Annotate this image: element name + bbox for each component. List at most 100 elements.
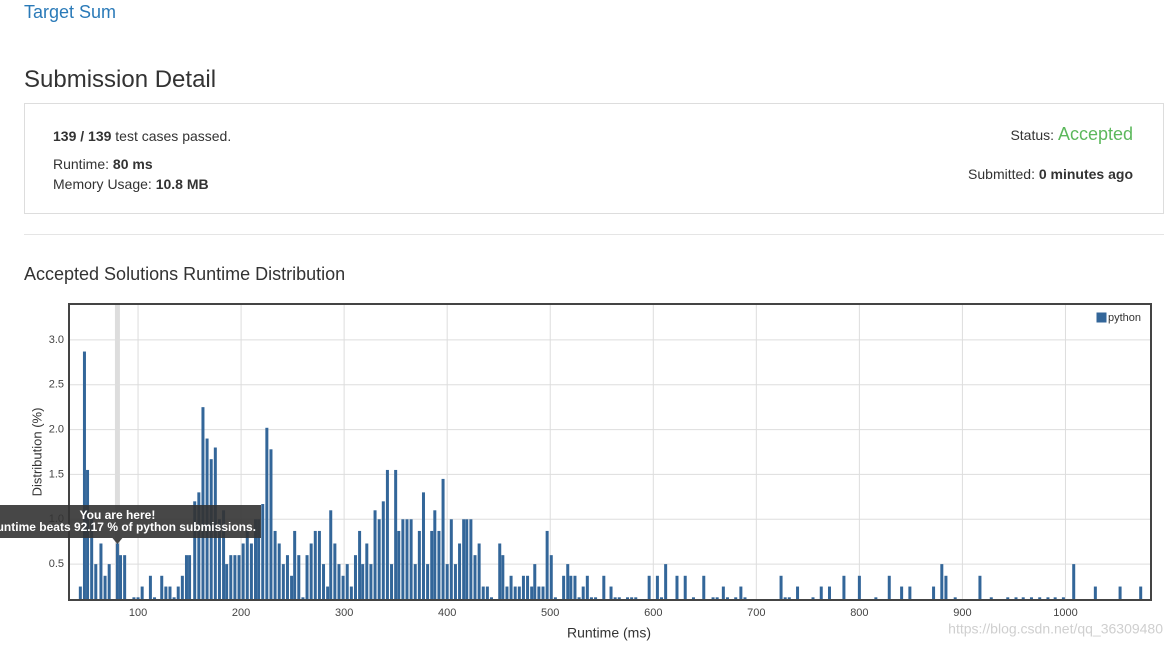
bar <box>301 597 305 600</box>
y-tick-label: 2.0 <box>49 423 64 435</box>
bar <box>1118 586 1122 600</box>
bar <box>609 586 613 600</box>
bar <box>449 519 453 600</box>
passed-line: 139 / 139 test cases passed. <box>53 128 231 144</box>
bar <box>811 597 815 600</box>
bar <box>172 597 176 600</box>
runtime-label: Runtime: <box>53 156 110 172</box>
bar <box>193 501 197 600</box>
submitted-label: Submitted: <box>968 166 1035 182</box>
memory-line: Memory Usage: 10.8 MB <box>53 176 209 192</box>
bar <box>229 555 233 600</box>
bar <box>541 586 545 600</box>
bar <box>783 597 787 600</box>
bar <box>99 543 103 600</box>
bar <box>517 586 521 600</box>
bar <box>349 586 353 600</box>
problem-title[interactable]: Target Sum <box>24 2 117 22</box>
plot-frame <box>68 303 1152 601</box>
bar <box>123 555 127 600</box>
bar <box>453 564 457 600</box>
bar <box>1006 597 1010 600</box>
highlight-band <box>114 304 120 600</box>
bar <box>577 597 581 600</box>
bar <box>465 519 469 600</box>
bar <box>715 597 719 600</box>
bar <box>458 543 462 600</box>
bar <box>417 530 421 600</box>
y-tick-label: 2.5 <box>49 379 64 391</box>
bar <box>932 586 936 600</box>
bar <box>401 519 405 600</box>
bar <box>397 530 401 600</box>
x-tick-label: 1000 <box>1053 607 1077 619</box>
bar <box>241 543 245 600</box>
bar <box>481 586 485 600</box>
bar <box>908 586 912 600</box>
bar <box>381 501 385 600</box>
bar <box>333 543 337 600</box>
status-line: Status: Accepted <box>1010 124 1133 145</box>
bar <box>581 586 585 600</box>
x-tick-label: 700 <box>747 607 765 619</box>
bar <box>634 597 638 600</box>
bar <box>373 510 377 600</box>
bar <box>261 504 265 600</box>
bar <box>857 575 861 600</box>
bar <box>462 519 466 600</box>
bar <box>164 586 168 600</box>
bar <box>257 519 261 600</box>
tooltip-arrow <box>112 538 123 544</box>
bar <box>1029 597 1033 600</box>
y-tick-label: 1.5 <box>49 468 64 480</box>
bar <box>900 586 904 600</box>
bar <box>887 575 891 600</box>
legend-swatch <box>1095 311 1108 324</box>
bar <box>245 530 249 600</box>
bar <box>78 586 82 600</box>
submitted: 0 minutes ago <box>1038 166 1133 182</box>
bar <box>233 555 237 600</box>
bar <box>617 597 621 600</box>
bar <box>421 492 425 600</box>
bar <box>594 597 598 600</box>
bar <box>353 555 357 600</box>
runtime-line: Runtime: 80 ms <box>53 156 153 172</box>
bar <box>585 575 589 600</box>
bar <box>103 575 107 600</box>
bar <box>683 575 687 600</box>
bar <box>827 586 831 600</box>
bar <box>1021 597 1025 600</box>
bar <box>485 586 489 600</box>
bar <box>469 519 473 600</box>
bar <box>725 597 729 600</box>
x-tick-label: 100 <box>129 607 147 619</box>
bar <box>341 575 345 600</box>
detail-box: 139 / 139 test cases passed. Runtime: 80… <box>24 103 1164 214</box>
bar <box>1139 586 1143 600</box>
y-tick-label: 3.0 <box>49 334 64 346</box>
bar <box>1038 597 1042 600</box>
bar <box>201 407 205 600</box>
bar <box>313 530 317 600</box>
bar <box>513 586 517 600</box>
bar <box>107 564 111 600</box>
status[interactable]: Accepted <box>1057 124 1133 144</box>
tooltip-line: You are here! <box>80 508 156 522</box>
bar <box>602 575 606 600</box>
bar <box>369 564 373 600</box>
x-tick-label: 900 <box>953 607 971 619</box>
bar <box>237 555 241 600</box>
bar <box>326 586 330 600</box>
bar <box>345 564 349 600</box>
x-tick-label: 800 <box>850 607 868 619</box>
bar <box>1061 597 1065 600</box>
bar <box>613 597 617 600</box>
bar <box>405 519 409 600</box>
bar <box>82 351 86 600</box>
bar <box>132 597 136 600</box>
bar <box>433 510 437 600</box>
bar <box>281 564 285 600</box>
